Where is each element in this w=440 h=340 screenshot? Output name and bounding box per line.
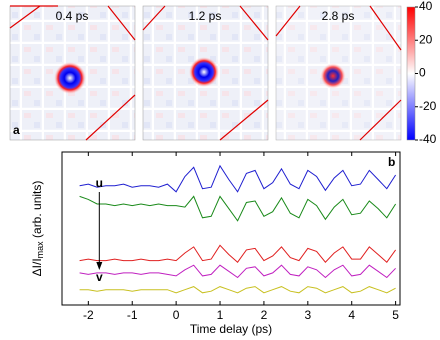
- x-axis-label: Time delay (ps): [190, 322, 272, 336]
- colorbar-tick-label: 0: [419, 66, 426, 80]
- x-tick-label: -2: [83, 308, 94, 322]
- annotation-arrowhead: [96, 262, 103, 270]
- x-tick-label: 3: [304, 308, 311, 322]
- y-axis-label-part: (arb. units): [30, 181, 44, 242]
- image-panel: [9, 5, 136, 141]
- trace: [79, 164, 397, 193]
- colorbar: [406, 6, 416, 141]
- y-axis-label-part: max: [35, 241, 45, 259]
- x-tick-label: -1: [127, 308, 138, 322]
- x-tick-label: 4: [348, 308, 355, 322]
- trace: [79, 286, 396, 294]
- panel-title: 2.8 ps: [322, 9, 355, 23]
- colorbar-tick-label: -40: [419, 132, 437, 146]
- image-panel: [142, 5, 269, 141]
- x-tick-label: 5: [392, 308, 399, 322]
- trace: [79, 244, 397, 263]
- trace: [79, 264, 396, 279]
- annotation: v: [96, 270, 103, 284]
- panel-title: 1.2 ps: [189, 9, 222, 23]
- panel-title: 0.4 ps: [56, 9, 89, 23]
- panel-label: a: [13, 123, 20, 137]
- image-panel: [275, 5, 402, 141]
- colorbar-tick-label: 20: [419, 32, 433, 46]
- colorbar-tick-label: 40: [419, 0, 433, 13]
- panel-label: b: [388, 155, 395, 169]
- x-tick-label: 2: [261, 308, 268, 322]
- annotation: u: [96, 176, 103, 190]
- x-tick-label: 0: [173, 308, 180, 322]
- y-axis-label-part: ΔI/I: [30, 258, 44, 276]
- colorbar-tick-label: -20: [419, 99, 437, 113]
- y-axis-label: ΔI/Imax (arb. units): [30, 181, 45, 277]
- plot-frame: [61, 151, 401, 306]
- trace: [79, 195, 397, 222]
- x-tick-label: 1: [217, 308, 224, 322]
- image-panels: [9, 5, 402, 141]
